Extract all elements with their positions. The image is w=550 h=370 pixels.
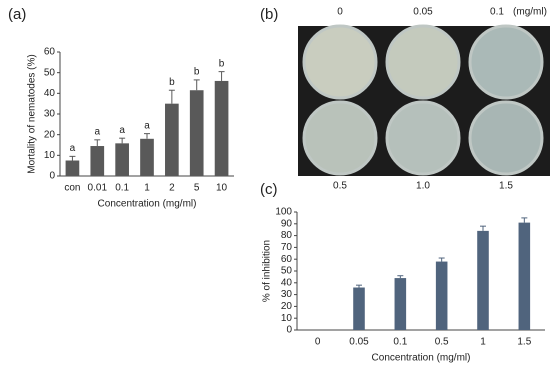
y-tick-label: 60	[44, 47, 56, 58]
y-tick-label: 10	[44, 150, 56, 161]
x-tick-label: 0.01	[88, 183, 108, 194]
photo-label: 1.5	[499, 181, 513, 192]
photo-unit: (mg/ml)	[513, 7, 547, 18]
x-tick-label: 10	[216, 183, 228, 194]
significance-letter: b	[169, 77, 175, 88]
significance-letter: a	[95, 126, 101, 137]
y-tick-label: 80	[281, 230, 293, 241]
x-tick-label: 2	[169, 183, 175, 194]
y-tick-label: 20	[44, 129, 56, 140]
y-tick-label: 40	[44, 88, 56, 99]
bar	[115, 143, 129, 176]
significance-letter: b	[194, 67, 200, 78]
y-tick-label: 40	[281, 277, 293, 288]
x-tick-label: 0.1	[115, 183, 129, 194]
y-tick-label: 0	[286, 325, 292, 336]
y-tick-label: 10	[281, 313, 293, 324]
panel-label: (a)	[8, 6, 26, 23]
x-tick-label: 0	[315, 337, 321, 348]
x-tick-label: 0.1	[393, 337, 407, 348]
bar	[477, 230, 489, 330]
photo-label: 0	[337, 7, 343, 18]
x-tick-label: 0.05	[349, 337, 369, 348]
bar	[353, 287, 365, 330]
y-tick-label: 50	[281, 266, 293, 277]
significance-letter: a	[144, 120, 150, 131]
y-tick-label: 30	[281, 289, 293, 300]
panel-label: (c)	[260, 181, 278, 198]
y-tick-label: 20	[281, 301, 293, 312]
significance-letter: b	[219, 58, 225, 69]
panel-label: (b)	[260, 6, 278, 23]
x-axis-label: Concentration (mg/ml)	[98, 199, 197, 210]
photo-label: 0.05	[413, 7, 433, 18]
y-tick-label: 0	[49, 171, 55, 182]
y-axis-label: Mortality of nematodes (%)	[27, 54, 38, 174]
x-axis-label: Concentration (mg/ml)	[372, 353, 471, 364]
x-tick-label: 1	[144, 183, 150, 194]
significance-letter: a	[70, 143, 76, 154]
x-tick-label: con	[64, 183, 80, 194]
y-tick-label: 100	[275, 207, 292, 218]
significance-letter: a	[119, 125, 125, 136]
x-tick-label: 1	[480, 337, 486, 348]
petri-dishes	[302, 24, 544, 176]
bar	[518, 222, 531, 330]
y-tick-label: 90	[281, 218, 293, 229]
y-tick-label: 50	[44, 67, 56, 78]
photo-label: 0.5	[333, 181, 347, 192]
bar	[189, 90, 204, 176]
y-tick-label: 70	[281, 242, 293, 253]
x-tick-label: 5	[194, 183, 200, 194]
bar	[140, 138, 154, 176]
photo-label: 1.0	[416, 181, 430, 192]
y-axis-label: % of inhibition	[262, 240, 273, 302]
x-tick-label: 0.5	[435, 337, 449, 348]
bar	[90, 146, 105, 176]
y-tick-label: 60	[281, 254, 293, 265]
x-tick-label: 1.5	[517, 337, 531, 348]
bar	[435, 261, 448, 330]
bar	[65, 160, 80, 176]
bar	[165, 103, 179, 176]
bar	[214, 80, 229, 176]
photo-label: 0.1	[490, 7, 504, 18]
y-tick-label: 30	[44, 109, 56, 120]
bar	[394, 278, 407, 330]
